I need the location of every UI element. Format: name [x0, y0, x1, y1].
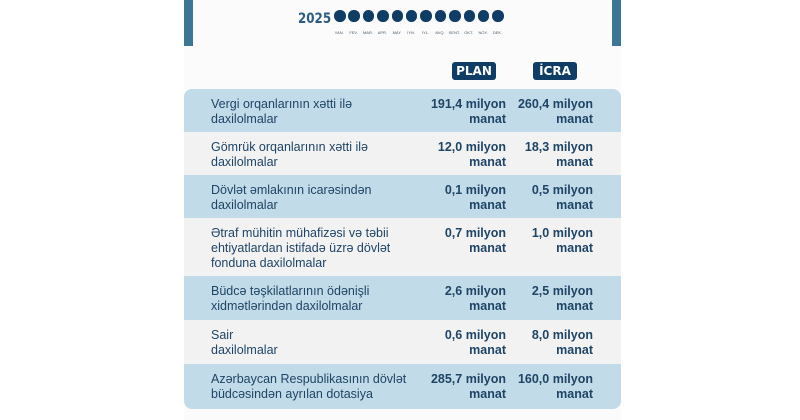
icra-value: 18,3 milyon manat — [524, 140, 593, 169]
revenue-table: Vergi orqanlarının xətti ilə daxilolmalar… — [184, 89, 621, 409]
row-label: Büdcə təşkilatlarının ödənişli xidmətləri… — [211, 284, 370, 313]
month-label: YAN. — [334, 30, 344, 35]
month-dot-icon — [449, 10, 461, 22]
icra-value: 8,0 milyon manat — [531, 328, 593, 357]
table-row: Ətraf mühitin mühafizəsi və təbii ehtiyat… — [184, 218, 621, 276]
icra-column-header: İCRA — [533, 62, 577, 80]
month-label: MAR. — [362, 30, 373, 35]
month-label: İYL. — [421, 30, 430, 35]
month-dot-icon — [334, 10, 346, 22]
month-label: FEV. — [349, 30, 358, 35]
row-label: Sair daxilolmalar — [211, 328, 278, 357]
row-label: Vergi orqanlarının xətti ilə daxilolmalar — [211, 97, 353, 126]
icra-value: 1,0 milyon manat — [531, 226, 593, 255]
icra-value: 160,0 milyon manat — [517, 372, 593, 401]
left-accent-bar — [184, 0, 193, 46]
row-label: Ətraf mühitin mühafizəsi və təbii ehtiyat… — [211, 226, 391, 270]
month-dot-icon — [348, 10, 360, 22]
month-label: MAY — [392, 30, 401, 35]
row-label: Azərbaycan Respublikasının dövlət büdcəsi… — [211, 372, 407, 401]
month-dot-icon — [477, 10, 490, 22]
table-row: Dövlət əmlakının icarəsindən daxilolmalar… — [184, 175, 621, 218]
table-row: Sair daxilolmalar 0,6 milyon manat 8,0 mil… — [184, 320, 621, 364]
plan-value: 0,6 milyon manat — [444, 328, 506, 357]
month-dot-icon — [362, 10, 375, 22]
month-label: NOY. — [478, 30, 488, 35]
icra-value: 260,4 milyon manat — [517, 97, 593, 126]
plan-value: 0,7 milyon manat — [444, 226, 506, 255]
month-dot-icon — [463, 10, 476, 22]
table-row: Gömrük orqanlarının xətti ilə daxilolmala… — [184, 132, 621, 175]
plan-value: 285,7 milyon manat — [430, 372, 506, 401]
plan-column-header: PLAN — [452, 62, 496, 80]
row-label: Gömrük orqanlarının xətti ilə daxilolmala… — [211, 140, 369, 169]
table-row: Vergi orqanlarının xətti ilə daxilolmalar… — [184, 89, 621, 132]
month-dot-icon — [420, 10, 432, 22]
month-dots — [334, 10, 504, 22]
month-dot-icon — [492, 10, 504, 22]
table-row: Büdcə təşkilatlarının ödənişli xidmətləri… — [184, 276, 621, 320]
table-row: Azərbaycan Respublikasının dövlət büdcəsi… — [184, 364, 621, 409]
month-dot-icon — [391, 10, 404, 22]
month-dot-icon — [377, 10, 389, 22]
month-dot-icon — [405, 10, 418, 22]
month-label: SENT. — [448, 30, 460, 35]
month-label: AVQ. — [435, 30, 445, 35]
month-label: OKT. — [464, 30, 474, 35]
icra-value: 0,5 milyon manat — [531, 183, 593, 212]
timeline-year: 2025 — [298, 11, 332, 27]
month-label: İYN. — [407, 30, 416, 35]
plan-value: 12,0 milyon manat — [437, 140, 506, 169]
icra-value: 2,5 milyon manat — [531, 284, 593, 313]
plan-value: 0,1 milyon manat — [444, 183, 506, 212]
row-label: Dövlət əmlakının icarəsindən daxilolmalar — [211, 183, 372, 212]
plan-value: 2,6 milyon manat — [444, 284, 506, 313]
plan-value: 191,4 milyon manat — [430, 97, 506, 126]
right-accent-bar — [612, 0, 621, 46]
month-dot-icon — [434, 10, 447, 22]
month-label: DEK. — [492, 30, 503, 35]
month-labels: YAN. FEV. MAR. APR. MAY İYN. İYL. AVQ. S… — [332, 30, 505, 35]
month-label: APR. — [377, 30, 388, 35]
